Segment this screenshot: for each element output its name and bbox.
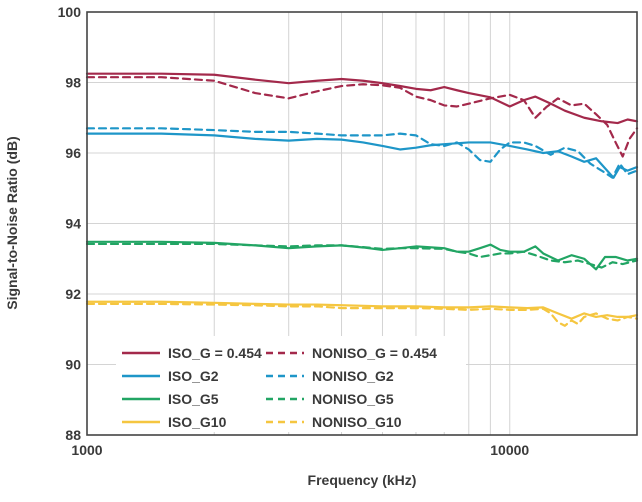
legend-label: NONISO_G10 <box>312 414 402 430</box>
legend-label: ISO_G10 <box>168 414 227 430</box>
plot-series <box>85 72 639 327</box>
legend-label: NONISO_G2 <box>312 368 394 384</box>
legend-label: NONISO_G5 <box>312 391 394 407</box>
y-tick-label: 94 <box>65 216 81 232</box>
legend-label: NONISO_G = 0.454 <box>312 345 437 361</box>
tick-labels: 88 90 92 94 96 98 100 1000 10000 <box>58 4 530 458</box>
x-axis-title: Frequency (kHz) <box>308 472 417 488</box>
x-tick-label: 10000 <box>490 442 529 458</box>
y-tick-label: 90 <box>65 357 81 373</box>
legend-label: ISO_G = 0.454 <box>168 345 262 361</box>
y-axis-title: Signal-to-Noise Ratio (dB) <box>4 136 20 309</box>
legend-label: ISO_G5 <box>168 391 219 407</box>
series-line-noniso-g5 <box>85 242 639 269</box>
series-line-noniso-g-0-454 <box>85 76 639 158</box>
series-line-iso-g-0-454 <box>85 72 639 125</box>
y-tick-label: 92 <box>65 286 81 302</box>
plot-frame <box>86 11 638 436</box>
x-tick-label: 1000 <box>71 442 102 458</box>
series-line-iso-g10 <box>85 300 639 320</box>
series-line-iso-g5 <box>85 240 639 271</box>
y-tick-label: 98 <box>65 75 81 91</box>
series-line-iso-g2 <box>85 132 639 179</box>
legend: ISO_G = 0.454 NONISO_G = 0.454 ISO_G2 NONIS… <box>122 345 437 430</box>
series-line-noniso-g10 <box>85 302 639 327</box>
y-tick-label: 88 <box>65 427 81 443</box>
y-tick-label: 100 <box>58 4 82 20</box>
series-line-noniso-g2 <box>85 127 639 179</box>
y-tick-label: 96 <box>65 145 81 161</box>
legend-label: ISO_G2 <box>168 368 219 384</box>
